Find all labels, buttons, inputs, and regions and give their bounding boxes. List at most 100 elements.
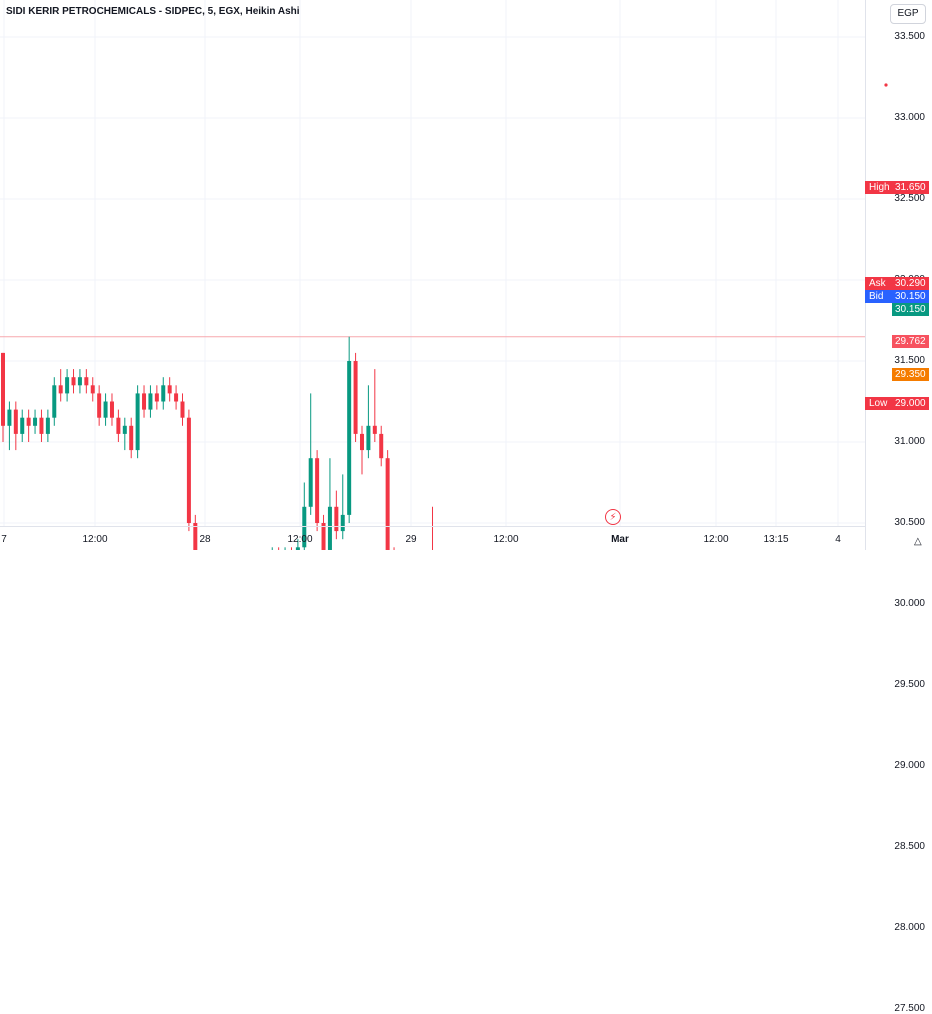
line-value: 29.762 <box>892 335 929 348</box>
candlestick-series <box>1 336 434 550</box>
price-tick-label: 30.000 <box>894 598 925 609</box>
candle-body <box>186 417 191 523</box>
candle <box>90 377 95 402</box>
candle <box>77 369 82 394</box>
candle-body <box>180 401 185 418</box>
candle-body <box>65 377 70 394</box>
candle-body <box>13 409 18 434</box>
high-price-tag: High 31.650 <box>865 181 929 194</box>
candle <box>315 450 320 532</box>
candle-body <box>379 433 384 459</box>
candle <box>174 385 179 410</box>
candle-body <box>45 417 50 434</box>
other-price-tag: 29.350 <box>865 368 929 381</box>
candle <box>116 409 121 442</box>
other-value: 29.350 <box>892 368 929 381</box>
candle-body <box>103 401 108 418</box>
candle <box>366 385 371 459</box>
currency-button[interactable]: EGP <box>890 4 926 24</box>
candle <box>122 417 127 451</box>
candle <box>39 409 44 442</box>
time-tick-label: 4 <box>835 534 841 545</box>
candle-body <box>315 458 320 523</box>
time-tick-label: 13:15 <box>763 534 789 545</box>
candle-body <box>366 425 371 451</box>
high-label: High <box>865 181 895 194</box>
candle-body <box>193 523 198 550</box>
price-tick-label: 33.500 <box>894 31 925 42</box>
candle <box>142 385 147 418</box>
candle <box>135 385 140 459</box>
bid-value: 30.150 <box>892 290 929 303</box>
candle-body <box>308 458 313 507</box>
candle <box>7 401 12 451</box>
time-axis-border <box>0 526 866 527</box>
last-price-tag: 30.150 <box>865 303 929 316</box>
price-tick-label: 30.500 <box>894 517 925 528</box>
candle <box>20 409 25 442</box>
chart-grid <box>0 0 865 526</box>
candle <box>103 393 108 426</box>
time-tick-label: 12:00 <box>493 534 519 545</box>
candle-body <box>142 393 147 410</box>
high-value: 31.650 <box>892 181 929 194</box>
candle-body <box>7 409 12 426</box>
candle <box>379 425 384 467</box>
price-tick-label: 33.000 <box>894 112 925 123</box>
candle-body <box>148 393 153 410</box>
low-label: Low <box>865 397 895 410</box>
candle <box>58 369 63 402</box>
candle-body <box>52 385 57 418</box>
candle-body <box>334 506 339 532</box>
time-tick-label: 12:00 <box>82 534 108 545</box>
candle <box>372 369 377 442</box>
candle <box>84 369 89 394</box>
candle-body <box>39 417 44 434</box>
price-chart[interactable] <box>0 0 932 550</box>
candle <box>302 482 307 550</box>
candle <box>13 401 18 451</box>
last-value: 30.150 <box>892 303 929 316</box>
candle-body <box>90 385 95 394</box>
candle-body <box>302 506 307 548</box>
candle-body <box>385 458 390 550</box>
candle-body <box>116 417 121 434</box>
candle <box>308 393 313 515</box>
candle-body <box>340 514 345 532</box>
candle <box>161 377 166 410</box>
candle-body <box>295 547 300 550</box>
candle <box>65 369 70 402</box>
price-tick-label: 29.500 <box>894 679 925 690</box>
candle-body <box>161 385 166 402</box>
candle <box>186 409 191 532</box>
candle-body <box>347 361 352 515</box>
ask-value: 30.290 <box>892 277 929 290</box>
candle-body <box>71 377 76 386</box>
price-level-lines <box>0 336 865 338</box>
candle-body <box>77 377 82 386</box>
ask-price-tag: Ask 30.290 <box>865 277 929 290</box>
candle <box>385 450 390 550</box>
candle-body <box>353 361 358 434</box>
time-tick-label: 29 <box>405 534 417 545</box>
candle-body <box>1 352 5 426</box>
candle-body <box>327 506 332 550</box>
candle <box>347 336 352 523</box>
candle <box>148 385 153 418</box>
low-price-tag: Low 29.000 <box>865 397 929 410</box>
price-marker <box>884 83 888 87</box>
price-tick-label: 28.000 <box>894 922 925 933</box>
candle <box>26 409 31 442</box>
candle <box>167 377 172 402</box>
price-axis-border <box>865 0 866 550</box>
candle <box>129 417 134 459</box>
flash-icon[interactable]: ⚡︎ <box>605 509 621 525</box>
candle <box>295 539 300 550</box>
time-tick-label: Mar <box>611 534 629 545</box>
candle <box>97 385 102 426</box>
candle <box>1 352 5 442</box>
candle-body <box>372 425 377 434</box>
settings-triangle-icon[interactable]: △ <box>914 536 922 547</box>
candle-body <box>58 385 63 394</box>
candle <box>45 409 50 442</box>
